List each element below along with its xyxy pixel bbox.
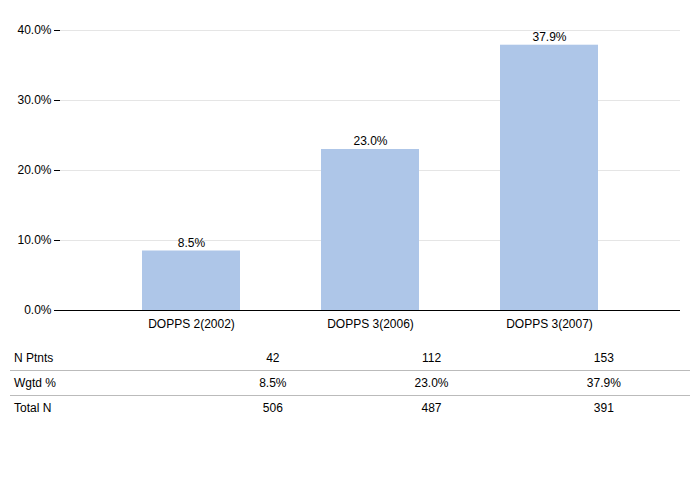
svg-text:40.0%: 40.0% — [17, 23, 51, 37]
svg-text:DOPPS 3(2007): DOPPS 3(2007) — [506, 317, 593, 331]
svg-text:DOPPS 3(2006): DOPPS 3(2006) — [327, 317, 414, 331]
html-text:42: 42 — [266, 351, 280, 365]
html-text:N Ptnts: N Ptnts — [14, 351, 54, 365]
svg-text:DOPPS 2(2002): DOPPS 2(2002) — [148, 317, 235, 331]
html-text:23.0%: 23.0% — [414, 376, 449, 390]
svg-text:30.0%: 30.0% — [17, 93, 51, 107]
html-text:112: 112 — [421, 351, 442, 365]
svg-text:0.0%: 0.0% — [24, 303, 52, 317]
svg-text:23.0%: 23.0% — [353, 134, 387, 148]
html-text:506: 506 — [262, 401, 283, 415]
html-text:37.9%: 37.9% — [586, 376, 621, 390]
html-text:Wgtd %: Wgtd % — [14, 376, 56, 390]
svg-text:10.0%: 10.0% — [17, 233, 51, 247]
html-text:391: 391 — [593, 401, 614, 415]
html-text:8.5%: 8.5% — [259, 376, 287, 390]
svg-text:8.5%: 8.5% — [178, 236, 206, 250]
html-text:487: 487 — [421, 401, 442, 415]
svg-text:37.9%: 37.9% — [532, 30, 566, 44]
html-text:153: 153 — [593, 351, 614, 365]
html-text:Total N: Total N — [14, 401, 52, 415]
svg-text:20.0%: 20.0% — [17, 163, 51, 177]
